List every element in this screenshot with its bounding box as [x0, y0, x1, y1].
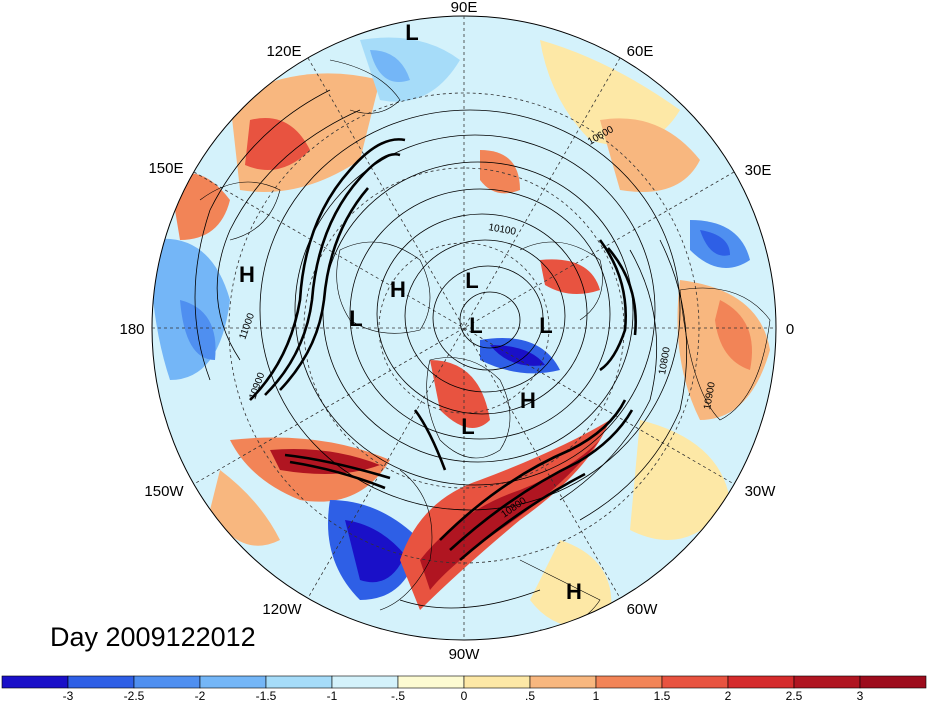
lon-label-90e: 90E: [451, 0, 478, 16]
colorbar-swatch: [1, 675, 69, 689]
colorbar-tick-label: 3: [857, 689, 864, 702]
colorbar-swatch: [595, 675, 663, 689]
colorbar-tick-label: -3: [63, 689, 74, 702]
colorbar-swatch: [133, 675, 201, 689]
graticule: [152, 16, 776, 640]
pressure-high-marker: H: [520, 388, 536, 413]
colorbar-swatch: [727, 675, 795, 689]
lon-label-30w: 30W: [745, 483, 777, 500]
lon-label-150w: 150W: [144, 483, 184, 500]
lon-label-60e: 60E: [627, 43, 654, 60]
lon-label-150e: 150E: [148, 160, 183, 177]
pressure-high-marker: H: [239, 262, 255, 287]
lon-label-90w: 90W: [449, 646, 481, 663]
pressure-low-marker: L: [465, 268, 478, 293]
lon-label-120e: 120E: [266, 43, 301, 60]
pressure-low-marker: L: [405, 20, 418, 45]
contour-label: 10100: [487, 222, 517, 238]
colorbar-tick-label: 1.5: [654, 689, 671, 702]
contour-label: 10900: [702, 381, 718, 411]
longitude-labels: 90E 60E 30E 0 30W 60W 90W 120W 150W 180 …: [119, 0, 794, 663]
pressure-high-marker: H: [566, 579, 582, 604]
colorbar: -3 -2.5 -2 -1.5 -1 -.5 0 .5 1 1.5 2 2.5 3: [1, 675, 927, 702]
pressure-low-marker: L: [469, 313, 482, 338]
colorbar-tick-label: -1.5: [256, 689, 277, 702]
jet-stream-contours: [249, 138, 637, 561]
lon-label-180: 180: [119, 321, 144, 338]
pressure-low-marker: L: [461, 414, 474, 439]
lon-label-60w: 60W: [627, 601, 659, 618]
colorbar-tick-label: .5: [525, 689, 535, 702]
colorbar-swatch: [265, 675, 333, 689]
colorbar-swatch: [199, 675, 267, 689]
colorbar-swatch: [661, 675, 729, 689]
coastlines: [199, 59, 771, 631]
contour-label: 10800: [657, 346, 673, 376]
colorbar-swatch: [859, 675, 927, 689]
date-label: Day 2009122012: [50, 622, 256, 652]
colorbar-tick-label: -.5: [391, 689, 405, 702]
colorbar-swatch: [331, 675, 399, 689]
pressure-low-marker: L: [349, 306, 362, 331]
pressure-system-markers: L H H L L L L H L H H: [239, 20, 582, 604]
colorbar-swatch: [793, 675, 861, 689]
colorbar-tick-label: 2.5: [786, 689, 803, 702]
pressure-high-marker: H: [390, 277, 406, 302]
lon-label-120w: 120W: [262, 601, 302, 618]
lon-label-0: 0: [786, 321, 794, 338]
colorbar-swatch: [529, 675, 597, 689]
colorbar-swatch: [397, 675, 465, 689]
lon-label-30e: 30E: [745, 162, 772, 179]
pressure-low-marker: L: [539, 313, 552, 338]
height-contours: [194, 89, 688, 609]
colorbar-tick-label: -2: [195, 689, 206, 702]
colorbar-tick-label: 2: [725, 689, 732, 702]
colorbar-swatch: [463, 675, 531, 689]
colorbar-tick-label: -2.5: [124, 689, 145, 702]
colorbar-swatch: [67, 675, 135, 689]
colorbar-tick-label: 1: [593, 689, 600, 702]
colorbar-tick-label: 0: [461, 689, 468, 702]
colorbar-tick-label: -1: [327, 689, 338, 702]
